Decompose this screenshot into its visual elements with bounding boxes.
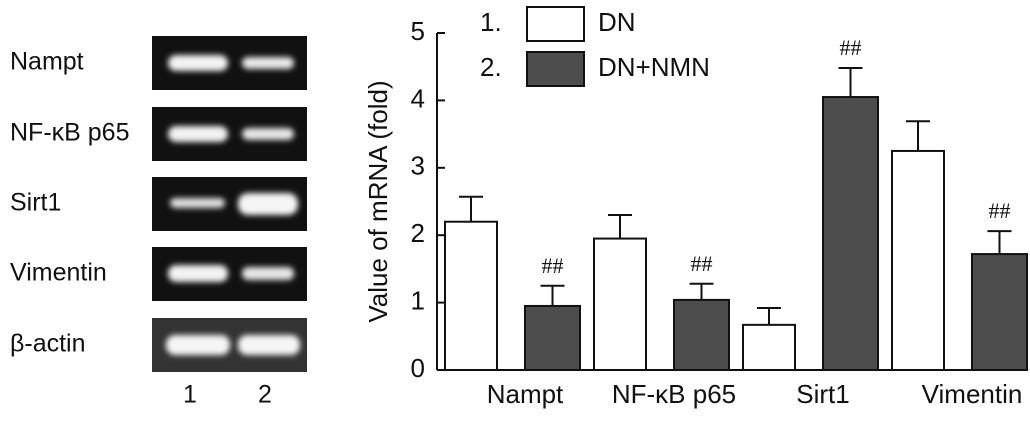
- significance-label: ##: [989, 198, 1011, 223]
- legend-prefix: 2.: [480, 52, 502, 82]
- x-tick-label: NF-κB p65: [612, 379, 736, 409]
- y-tick-label: 4: [411, 83, 425, 113]
- band: [170, 198, 225, 208]
- y-tick-label: 3: [411, 151, 425, 181]
- significance-label: ##: [542, 253, 564, 278]
- bar: [444, 220, 498, 371]
- bar: [891, 149, 945, 371]
- gel-row-label: Vimentin: [10, 259, 107, 287]
- y-tick-label: 5: [411, 16, 425, 46]
- legend-prefix: 1.: [480, 7, 502, 37]
- x-tick-label: Vimentin: [922, 379, 1023, 409]
- gel-labels: Nampt NF-κB p65 Sirt1 Vimentin β-actin 1 2: [10, 48, 272, 409]
- bar-chart: 0 1 2 3 4 5 Value of mRNA (fold) Nampt ## NF-κB p…: [363, 6, 1028, 409]
- gel-row-label: Nampt: [10, 48, 84, 76]
- band: [168, 126, 228, 142]
- gel-row-label: β-actin: [10, 330, 86, 358]
- legend-swatch: [526, 6, 585, 42]
- y-tick-label: 2: [411, 218, 425, 248]
- bar: [673, 298, 730, 371]
- band: [168, 265, 228, 282]
- bar: [593, 237, 647, 371]
- gel-panel: [152, 36, 307, 372]
- gel-lane-label: 2: [258, 381, 272, 409]
- band: [238, 193, 298, 215]
- x-tick-label: Nampt: [487, 379, 564, 409]
- bar: [822, 96, 879, 371]
- significance-label: ##: [691, 251, 713, 276]
- band: [242, 57, 294, 69]
- legend-label: DN: [598, 7, 636, 37]
- gel-row-label: NF-κB p65: [10, 119, 129, 147]
- bar: [524, 304, 581, 371]
- legend-swatch: [526, 51, 585, 87]
- band: [242, 128, 294, 140]
- bar: [971, 253, 1028, 372]
- band: [168, 55, 228, 71]
- band: [242, 267, 294, 280]
- bar: [742, 323, 796, 372]
- y-tick-label: 1: [411, 285, 425, 315]
- gel-lane-label: 1: [183, 381, 197, 409]
- legend-label: DN+NMN: [598, 52, 710, 82]
- significance-label: ##: [840, 35, 862, 60]
- y-axis-title: Value of mRNA (fold): [363, 80, 393, 322]
- x-tick-label: Sirt1: [796, 379, 849, 409]
- gel-row-label: Sirt1: [10, 189, 61, 217]
- y-tick-label: 0: [411, 353, 425, 383]
- band: [166, 335, 230, 355]
- band: [238, 335, 300, 355]
